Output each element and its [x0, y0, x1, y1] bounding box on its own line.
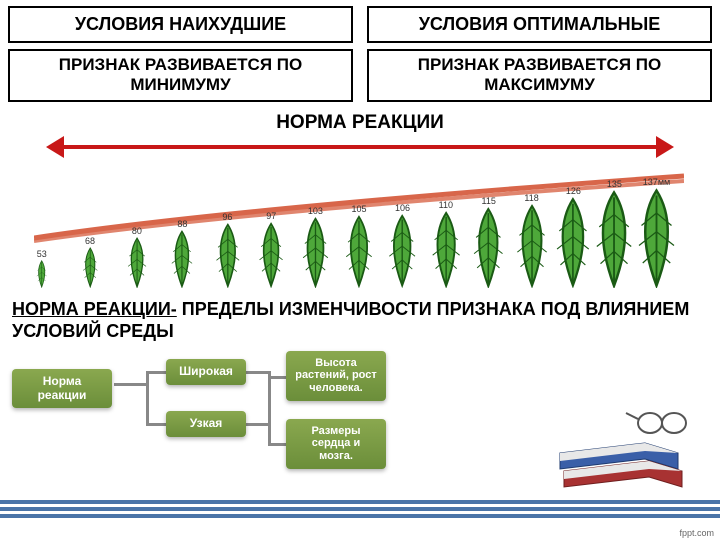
norm-title: НОРМА РЕАКЦИИ [0, 112, 720, 134]
tree-leaf-height-node: Высота растений, рост человека. [286, 351, 386, 401]
tree-connector [268, 443, 286, 446]
tree-connector [146, 423, 166, 426]
leaf-value-label: 80 [123, 226, 151, 236]
leaf-value-label: 68 [76, 236, 104, 246]
leaf-value-label: 135 [600, 179, 628, 189]
footer-credit: fppt.com [679, 528, 714, 538]
leaf-value-label: 106 [389, 203, 417, 213]
leaf-value-label: 105 [345, 204, 373, 214]
leaf-value-label: 110 [432, 200, 460, 210]
arrow-line [60, 145, 660, 149]
definition-term: НОРМА РЕАКЦИИ- [12, 299, 177, 319]
conditions-worst-box: УСЛОВИЯ НАИХУДШИЕ [8, 6, 353, 43]
tree-mid-narrow-node: Узкая [166, 411, 246, 437]
leaf-icon [382, 214, 422, 287]
leaf-value-label: 115 [475, 196, 503, 206]
leaf-icon [166, 230, 198, 288]
leaf-icon [629, 188, 684, 288]
leaf-icon [339, 215, 379, 288]
leaf-value-label: 88 [168, 219, 196, 229]
leaf-icon [34, 260, 49, 288]
range-arrow [60, 136, 660, 158]
tree-connector [268, 371, 271, 446]
definition-text: НОРМА РЕАКЦИИ- ПРЕДЕЛЫ ИЗМЕНЧИВОСТИ ПРИЗ… [0, 294, 720, 351]
leaf-icon [123, 237, 151, 288]
tree-root-node: Норма реакции [12, 369, 112, 409]
decorative-stripes [0, 500, 720, 522]
leaf-value-label: 103 [301, 206, 329, 216]
tree-connector [268, 376, 286, 379]
tree-connector [246, 371, 268, 374]
books-icon [550, 405, 690, 500]
leaf-icon [466, 207, 511, 288]
leaf-value-label: 126 [559, 186, 587, 196]
arrow-right-icon [656, 136, 674, 158]
trait-max-box: ПРИЗНАК РАЗВИВАЕТСЯ ПО МАКСИМУМУ [367, 49, 712, 102]
leaf-series-chart: 53 68 80 88 [34, 158, 686, 288]
tree-connector [146, 371, 166, 374]
tree-connector [246, 423, 268, 426]
leaf-value-label: 97 [257, 211, 285, 221]
leaf-icon [79, 247, 101, 288]
tree-connector [114, 383, 146, 386]
leaf-icon [296, 217, 335, 288]
leaf-value-label: 96 [213, 212, 241, 222]
leaf-value-label: 137мм [643, 177, 671, 187]
leaf-value-label: 118 [518, 193, 546, 203]
tree-connector [146, 371, 149, 426]
tree-leaf-organs-node: Размеры сердца и мозга. [286, 419, 386, 469]
leaf-icon [253, 222, 289, 288]
leaf-icon [425, 211, 467, 288]
trait-min-box: ПРИЗНАК РАЗВИВАЕТСЯ ПО МИНИМУМУ [8, 49, 353, 102]
tree-mid-wide-node: Широкая [166, 359, 246, 385]
leaf-icon [210, 223, 246, 288]
leaf-value-label: 53 [28, 249, 56, 259]
conditions-optimal-box: УСЛОВИЯ ОПТИМАЛЬНЫЕ [367, 6, 712, 43]
